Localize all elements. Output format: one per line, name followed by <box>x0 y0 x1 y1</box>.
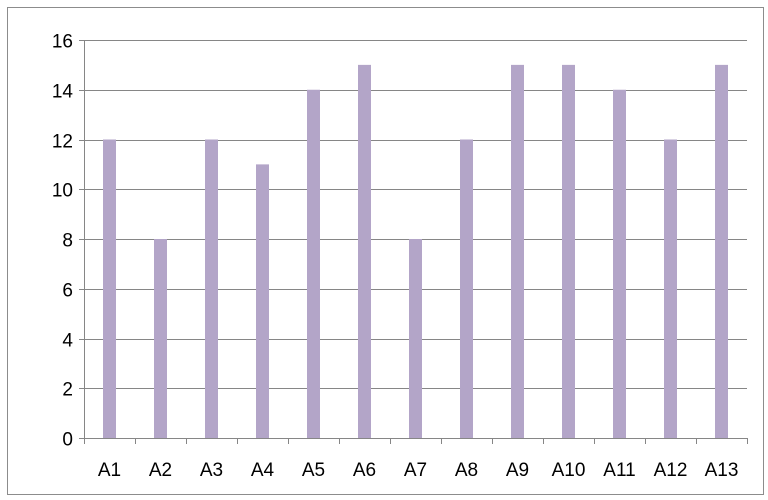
y-tick-label: 2 <box>62 380 73 401</box>
bar-a6 <box>358 64 371 439</box>
y-tick-label: 12 <box>52 132 73 153</box>
y-tick-labels: 0 2 4 6 8 10 12 14 16 <box>52 32 74 451</box>
bar-a4 <box>256 164 269 439</box>
x-tick-label: A10 <box>552 460 586 481</box>
x-tick-label: A11 <box>603 460 635 481</box>
y-tick-label: 6 <box>62 281 73 302</box>
bar-a1 <box>103 139 116 438</box>
x-tick-label: A1 <box>98 460 121 481</box>
gridlines <box>84 40 747 389</box>
bar-a2 <box>154 239 167 438</box>
y-tick-label: 0 <box>62 430 73 451</box>
x-tick-label: A7 <box>404 460 427 481</box>
y-tick-label: 4 <box>62 331 73 352</box>
x-tick-label: A4 <box>251 460 275 481</box>
bar-a7 <box>409 239 422 438</box>
x-tick-label: A13 <box>705 460 739 481</box>
bar-a9 <box>511 64 524 439</box>
x-tick-label: A6 <box>353 460 376 481</box>
bar-a5 <box>307 89 320 438</box>
y-tick-label: 14 <box>52 82 74 103</box>
bar-a12 <box>664 139 677 438</box>
x-tick-label: A5 <box>302 460 325 481</box>
x-tick-label: A9 <box>506 460 529 481</box>
y-tick-label: 16 <box>52 32 73 53</box>
axes <box>79 40 748 444</box>
bar-a8 <box>460 139 473 438</box>
bar-a11 <box>613 89 626 438</box>
chart-frame <box>7 7 764 495</box>
x-tick-label: A3 <box>200 460 223 481</box>
x-tick-labels: A1 A2 A3 A4 A5 A6 A7 A8 A9 A10 A11 A12 A13 <box>98 460 739 481</box>
x-tick-label: A2 <box>149 460 172 481</box>
bar-a13 <box>715 64 728 439</box>
x-tick-label: A12 <box>654 460 688 481</box>
bar-a10 <box>562 64 575 439</box>
y-tick-label: 8 <box>62 231 73 252</box>
y-tick-label: 10 <box>52 181 73 202</box>
bar-a3 <box>205 139 218 438</box>
x-tick-label: A8 <box>455 460 478 481</box>
bars <box>103 64 728 439</box>
